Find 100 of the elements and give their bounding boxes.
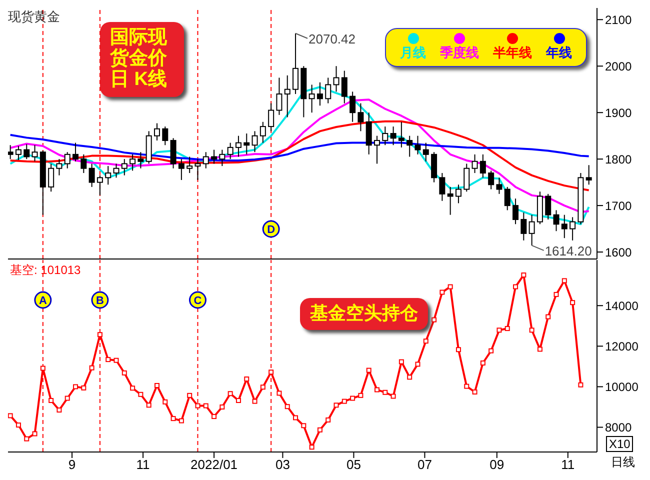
candlestick [202,152,209,169]
y-tick-label: 12000 [605,339,639,354]
candlestick [504,186,510,211]
x-tick-label: 11 [136,457,150,472]
text: X10 [606,436,634,452]
text: 日线 [611,454,635,471]
candlestick [447,186,454,216]
y-tick-label: 2100 [605,12,632,27]
candlestick [480,154,486,178]
candlestick [488,170,494,190]
line-series [9,86,590,226]
annotation: 1614.20 [544,243,592,258]
candlestick [464,163,470,192]
legend-label: 月线 [400,44,426,62]
candlestick [121,158,128,176]
candlestick [276,77,282,116]
legend-label: 季度线 [440,44,479,62]
x-tick-label: 09 [490,457,504,472]
candlestick [439,172,446,202]
candlestick [561,214,568,239]
candlestick [333,66,340,92]
x-tick-label: 11 [561,457,575,472]
chart-title: 现货黄金 [8,8,60,26]
candlestick [80,154,87,174]
candlestick [422,142,429,162]
candlestick [194,158,201,180]
candlestick [32,144,38,162]
legend-label: 年线 [546,44,572,62]
y-tick-label: 8000 [605,420,632,435]
candlestick [520,212,527,241]
y-tick-label: 1900 [605,106,632,120]
candlestick [64,152,70,169]
candlestick [325,77,332,104]
candlestick [284,74,290,118]
candlestick [24,144,30,160]
candlestick [260,121,266,144]
candlestick [178,158,184,180]
candlestick [366,112,372,155]
candlestick [235,135,242,158]
candlestick [382,126,388,146]
candlestick [308,84,315,114]
x-tick-label: 9 [68,457,76,472]
candlestick [545,193,552,220]
candlestick [88,163,95,188]
candlestick [211,149,218,164]
candlestick [292,32,299,94]
annotation: 国际现货金价日 K线 [100,22,184,97]
annotation: 2070.42 [308,31,356,46]
candlestick [414,135,421,155]
x-tick-label: 03 [275,457,290,472]
candlestick [341,70,348,104]
candlestick [113,163,120,178]
ref-line-label: B [96,295,104,307]
y-tick-label: 1600 [605,245,632,260]
candlestick [528,214,535,246]
candlestick [15,146,22,160]
ref-line-label: D [267,224,276,236]
candlestick [586,164,592,186]
candlestick [268,102,274,132]
candlestick [390,126,396,146]
y-tick-label: 1700 [605,198,632,213]
candlestick [48,163,54,192]
candlestick [553,210,560,232]
candlestick [512,198,519,225]
annotation: 基空: 101013 [10,262,81,279]
candlestick [130,154,136,172]
candlestick [406,135,413,158]
candlestick [244,133,250,155]
candlestick [570,216,576,241]
candlestick [398,121,404,148]
legend-label: 半年线 [493,44,532,62]
candlestick [219,149,226,167]
candlestick [8,144,14,160]
candlestick [170,138,176,169]
x-tick-label: 07 [417,457,432,472]
candlestick [227,142,234,160]
y-tick-label: 1800 [605,152,632,166]
candlestick [186,156,193,174]
x-tick-label: 2022/01 [190,457,238,472]
candlestick [358,102,364,132]
y-tick-label: 2000 [605,59,632,74]
candlestick [431,152,438,183]
candlestick [56,158,62,176]
candlestick [96,174,103,196]
x-tick-label: 05 [346,457,361,472]
ref-line-label: C [194,295,202,307]
candlestick [252,130,258,153]
candlestick [162,126,168,146]
candlestick [154,122,160,141]
candlestick [455,184,462,204]
candlestick [350,91,356,122]
y-tick-label: 10000 [605,380,639,394]
candlestick [105,166,112,186]
candlestick [316,82,323,106]
y-tick-label: 14000 [605,298,639,313]
candlestick [496,177,502,194]
ref-line-label: A [38,295,47,307]
candlestick [72,142,79,162]
candlestick [138,152,144,169]
candlestick [472,154,478,174]
